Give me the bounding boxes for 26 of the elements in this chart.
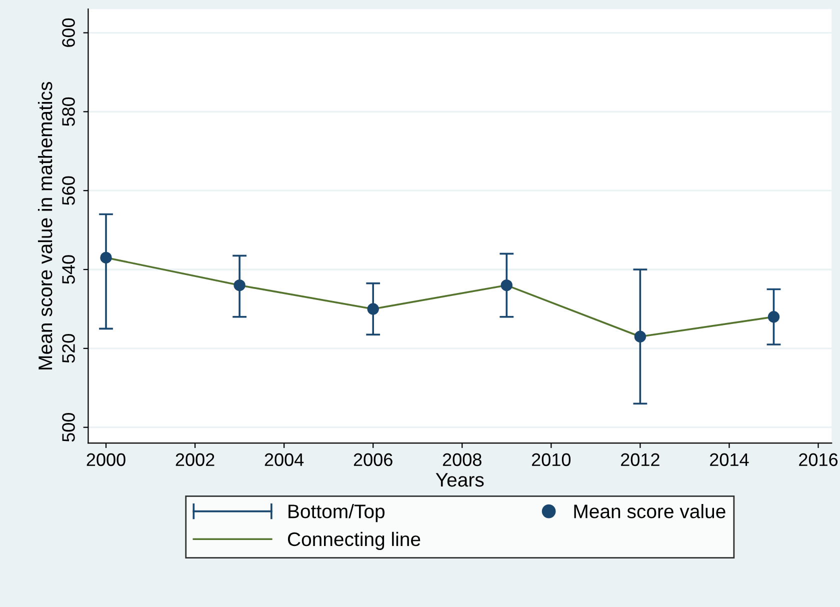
- y-tick-label: 600: [62, 18, 75, 47]
- point: [500, 279, 512, 292]
- y-tick-label: 520: [62, 334, 75, 363]
- x-tick-label: 2000: [86, 453, 126, 466]
- x-tick-label: 2002: [176, 453, 214, 466]
- x-tick-label: 2004: [264, 453, 304, 466]
- point: [367, 303, 379, 315]
- y-tick-label: 560: [62, 176, 75, 205]
- y-tick-label: 540: [62, 255, 75, 284]
- x-tick-label: 2010: [532, 453, 571, 466]
- legend-label: Mean score value: [574, 504, 726, 518]
- text: Bottom/Top: [288, 504, 385, 522]
- y-tick-label: 580: [62, 97, 75, 126]
- y-tick-label: 500: [62, 412, 75, 442]
- point: [634, 330, 646, 342]
- x-tick-label: 2016: [799, 453, 838, 466]
- legend-label: Connecting line: [288, 532, 420, 550]
- x-tick-label: 2006: [354, 453, 392, 466]
- y-axis-title: Mean score value in mathematics: [38, 82, 52, 370]
- x-axis-title: Years: [436, 473, 484, 487]
- point: [234, 279, 246, 292]
- point: [768, 311, 780, 323]
- x-tick-label: 2014: [710, 453, 749, 466]
- point: [100, 252, 112, 264]
- x-tick-label: 2008: [442, 453, 482, 466]
- x-tick-label: 2012: [621, 453, 660, 466]
